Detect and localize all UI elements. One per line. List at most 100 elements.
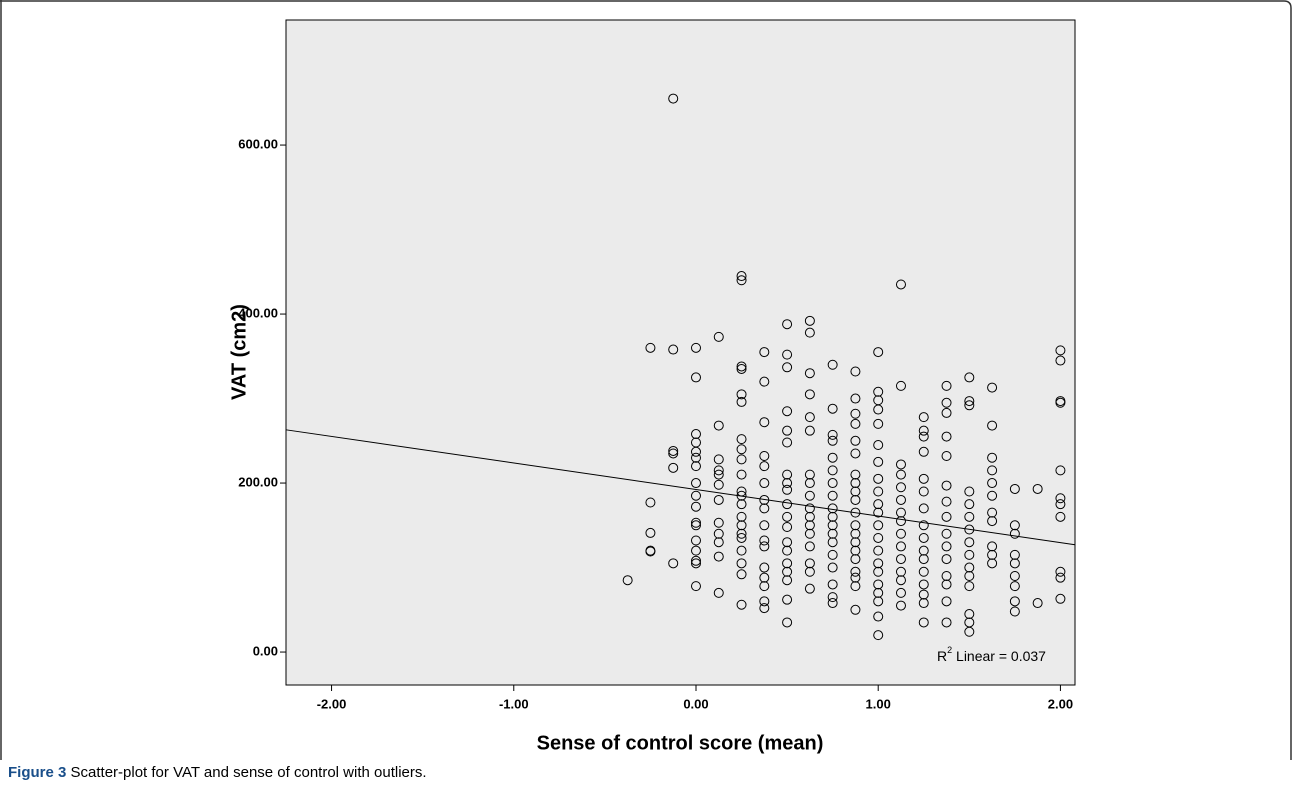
data-point <box>941 596 952 607</box>
data-point <box>713 517 724 528</box>
data-point <box>690 581 701 592</box>
data-point <box>827 549 838 560</box>
r-squared-annotation: R2 Linear = 0.037 <box>937 645 1046 663</box>
data-point <box>713 537 724 548</box>
x-tick-label: 0.00 <box>683 696 708 711</box>
data-point <box>850 393 861 404</box>
data-point <box>759 347 770 358</box>
data-point <box>827 579 838 590</box>
data-point <box>964 486 975 497</box>
annotation-text: Linear = 0.037 <box>952 648 1046 664</box>
data-point <box>850 572 861 583</box>
data-point <box>987 478 998 489</box>
data-point <box>941 397 952 408</box>
data-point <box>895 459 906 470</box>
data-point <box>850 520 861 531</box>
marks <box>285 93 1076 641</box>
data-point <box>690 372 701 383</box>
data-point <box>804 425 815 436</box>
data-point <box>873 386 884 397</box>
data-point <box>987 382 998 393</box>
data-point <box>895 528 906 539</box>
data-point <box>690 558 701 569</box>
data-point <box>873 520 884 531</box>
data-point <box>804 520 815 531</box>
data-point <box>759 562 770 573</box>
data-point <box>895 600 906 611</box>
data-point <box>736 511 747 522</box>
data-point <box>827 359 838 370</box>
data-point <box>645 527 656 538</box>
data-point <box>941 617 952 628</box>
data-point <box>964 537 975 548</box>
data-point <box>736 520 747 531</box>
data-point <box>964 581 975 592</box>
data-point <box>895 279 906 290</box>
data-point <box>827 598 838 609</box>
data-point <box>713 587 724 598</box>
data-point <box>941 511 952 522</box>
data-point <box>895 469 906 480</box>
data-point <box>941 451 952 462</box>
data-point <box>690 461 701 472</box>
data-point <box>1009 520 1020 531</box>
data-point <box>987 452 998 463</box>
data-point <box>690 446 701 457</box>
plot-area <box>285 19 1076 686</box>
data-point <box>1055 397 1066 408</box>
y-tick-label: 200.00 <box>238 474 278 489</box>
y-tick-label: 0.00 <box>253 643 278 658</box>
data-point <box>782 484 793 495</box>
data-point <box>850 537 861 548</box>
data-point <box>987 558 998 569</box>
data-point <box>736 532 747 543</box>
data-point <box>918 412 929 423</box>
y-tick-label: 600.00 <box>238 136 278 151</box>
y-tick-label: 400.00 <box>238 305 278 320</box>
data-point <box>850 528 861 539</box>
data-point <box>964 400 975 411</box>
data-point <box>850 545 861 556</box>
data-point <box>964 396 975 407</box>
data-point <box>1055 572 1066 583</box>
data-point <box>713 454 724 465</box>
data-point <box>850 507 861 518</box>
data-point <box>736 469 747 480</box>
data-point <box>736 444 747 455</box>
data-point <box>850 554 861 565</box>
data-point <box>782 478 793 489</box>
data-point <box>873 532 884 543</box>
data-point <box>782 566 793 577</box>
data-point <box>987 549 998 560</box>
data-point <box>1009 549 1020 560</box>
data-point <box>895 516 906 527</box>
data-point <box>827 435 838 446</box>
y-axis-title: VAT (cm2) <box>228 304 250 400</box>
data-point <box>804 315 815 326</box>
data-point <box>690 452 701 463</box>
data-point <box>918 486 929 497</box>
data-point <box>827 490 838 501</box>
data-point <box>782 437 793 448</box>
annotation-sup: 2 <box>947 645 952 655</box>
data-point <box>987 490 998 501</box>
data-point <box>668 344 679 355</box>
data-point <box>918 589 929 600</box>
x-axis-title: Sense of control score (mean) <box>537 732 824 754</box>
data-point <box>850 604 861 615</box>
data-point <box>622 575 633 586</box>
data-point <box>918 503 929 514</box>
data-point <box>850 566 861 577</box>
x-tick-label: -2.00 <box>317 696 347 711</box>
data-point <box>736 528 747 539</box>
data-point <box>759 478 770 489</box>
data-point <box>1009 570 1020 581</box>
data-point <box>782 349 793 360</box>
data-point <box>918 473 929 484</box>
data-point <box>918 566 929 577</box>
data-point <box>804 389 815 400</box>
data-point <box>987 541 998 552</box>
data-point <box>782 558 793 569</box>
data-point <box>782 594 793 605</box>
data-point <box>736 499 747 510</box>
